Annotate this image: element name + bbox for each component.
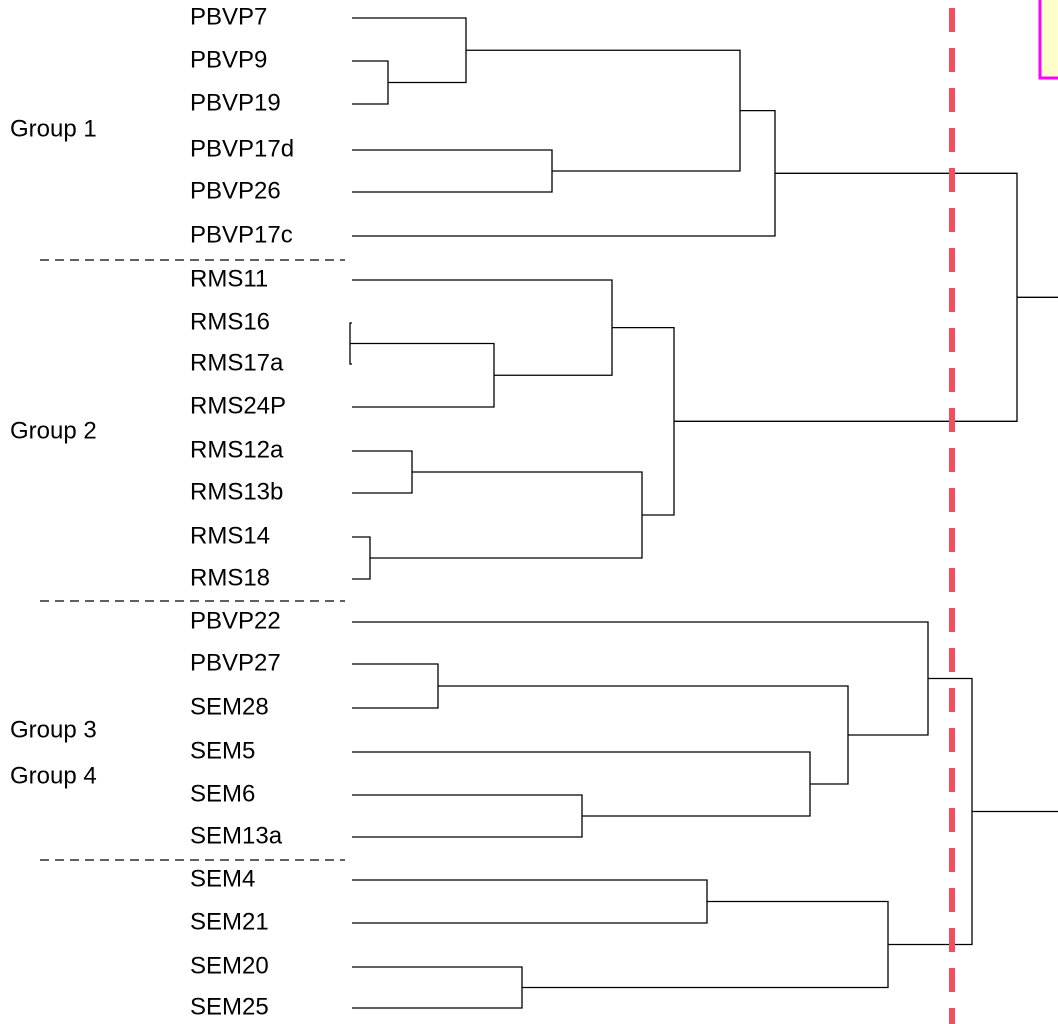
branch: [438, 685, 849, 785]
leaf-label: RMS11: [190, 265, 268, 292]
leaf-label: PBVP22: [190, 607, 281, 634]
leaf-label: SEM21: [190, 908, 269, 935]
group-separators: [40, 259, 345, 861]
leaf-label: PBVP9: [190, 46, 267, 73]
branch: [352, 879, 708, 924]
branch: [352, 663, 439, 709]
group-label: Group 3: [10, 716, 97, 743]
leaf-label: SEM25: [190, 993, 269, 1020]
branch: [352, 279, 613, 376]
leaf-label: RMS17a: [190, 349, 284, 376]
leaf-label: RMS13b: [190, 478, 283, 505]
branch: [350, 342, 495, 408]
branch: [522, 900, 889, 989]
branch: [352, 60, 389, 105]
leaf-label: RMS14: [190, 522, 270, 549]
leaf-label: SEM28: [190, 693, 269, 720]
leaf-label: PBVP26: [190, 177, 281, 204]
leaf-label: SEM13a: [190, 822, 283, 849]
branch: [888, 677, 973, 946]
leaf-label: RMS18: [190, 564, 270, 591]
branch: [370, 471, 643, 559]
leaf-label: PBVP17c: [190, 221, 293, 248]
branch: [352, 794, 583, 838]
leaf-label: PBVP27: [190, 649, 281, 676]
branch: [352, 109, 776, 237]
leaf-label: PBVP7: [190, 3, 267, 30]
leaf-label: RMS12a: [190, 436, 284, 463]
leaf-label: SEM5: [190, 737, 255, 764]
leaf-label: RMS16: [190, 308, 270, 335]
group-label: Group 1: [10, 115, 97, 142]
branch: [352, 751, 811, 817]
leaf-label: RMS24P: [190, 392, 286, 419]
branch: [352, 17, 467, 84]
branch: [674, 172, 1018, 422]
branch: [352, 536, 371, 580]
leaf-label: SEM6: [190, 780, 255, 807]
leaf-label: PBVP17d: [190, 135, 294, 162]
leaf-label: SEM20: [190, 952, 269, 979]
branch: [466, 49, 741, 172]
legend-box: [1038, 0, 1058, 80]
leaf-label: SEM4: [190, 865, 255, 892]
leaf-label: PBVP19: [190, 89, 281, 116]
branch: [352, 966, 523, 1009]
branch: [612, 326, 675, 516]
tree: [349, 17, 1058, 1009]
group-label: Group 2: [10, 417, 97, 444]
branch: [352, 149, 553, 193]
branch: [352, 450, 413, 494]
group-label: Group 4: [10, 762, 97, 789]
